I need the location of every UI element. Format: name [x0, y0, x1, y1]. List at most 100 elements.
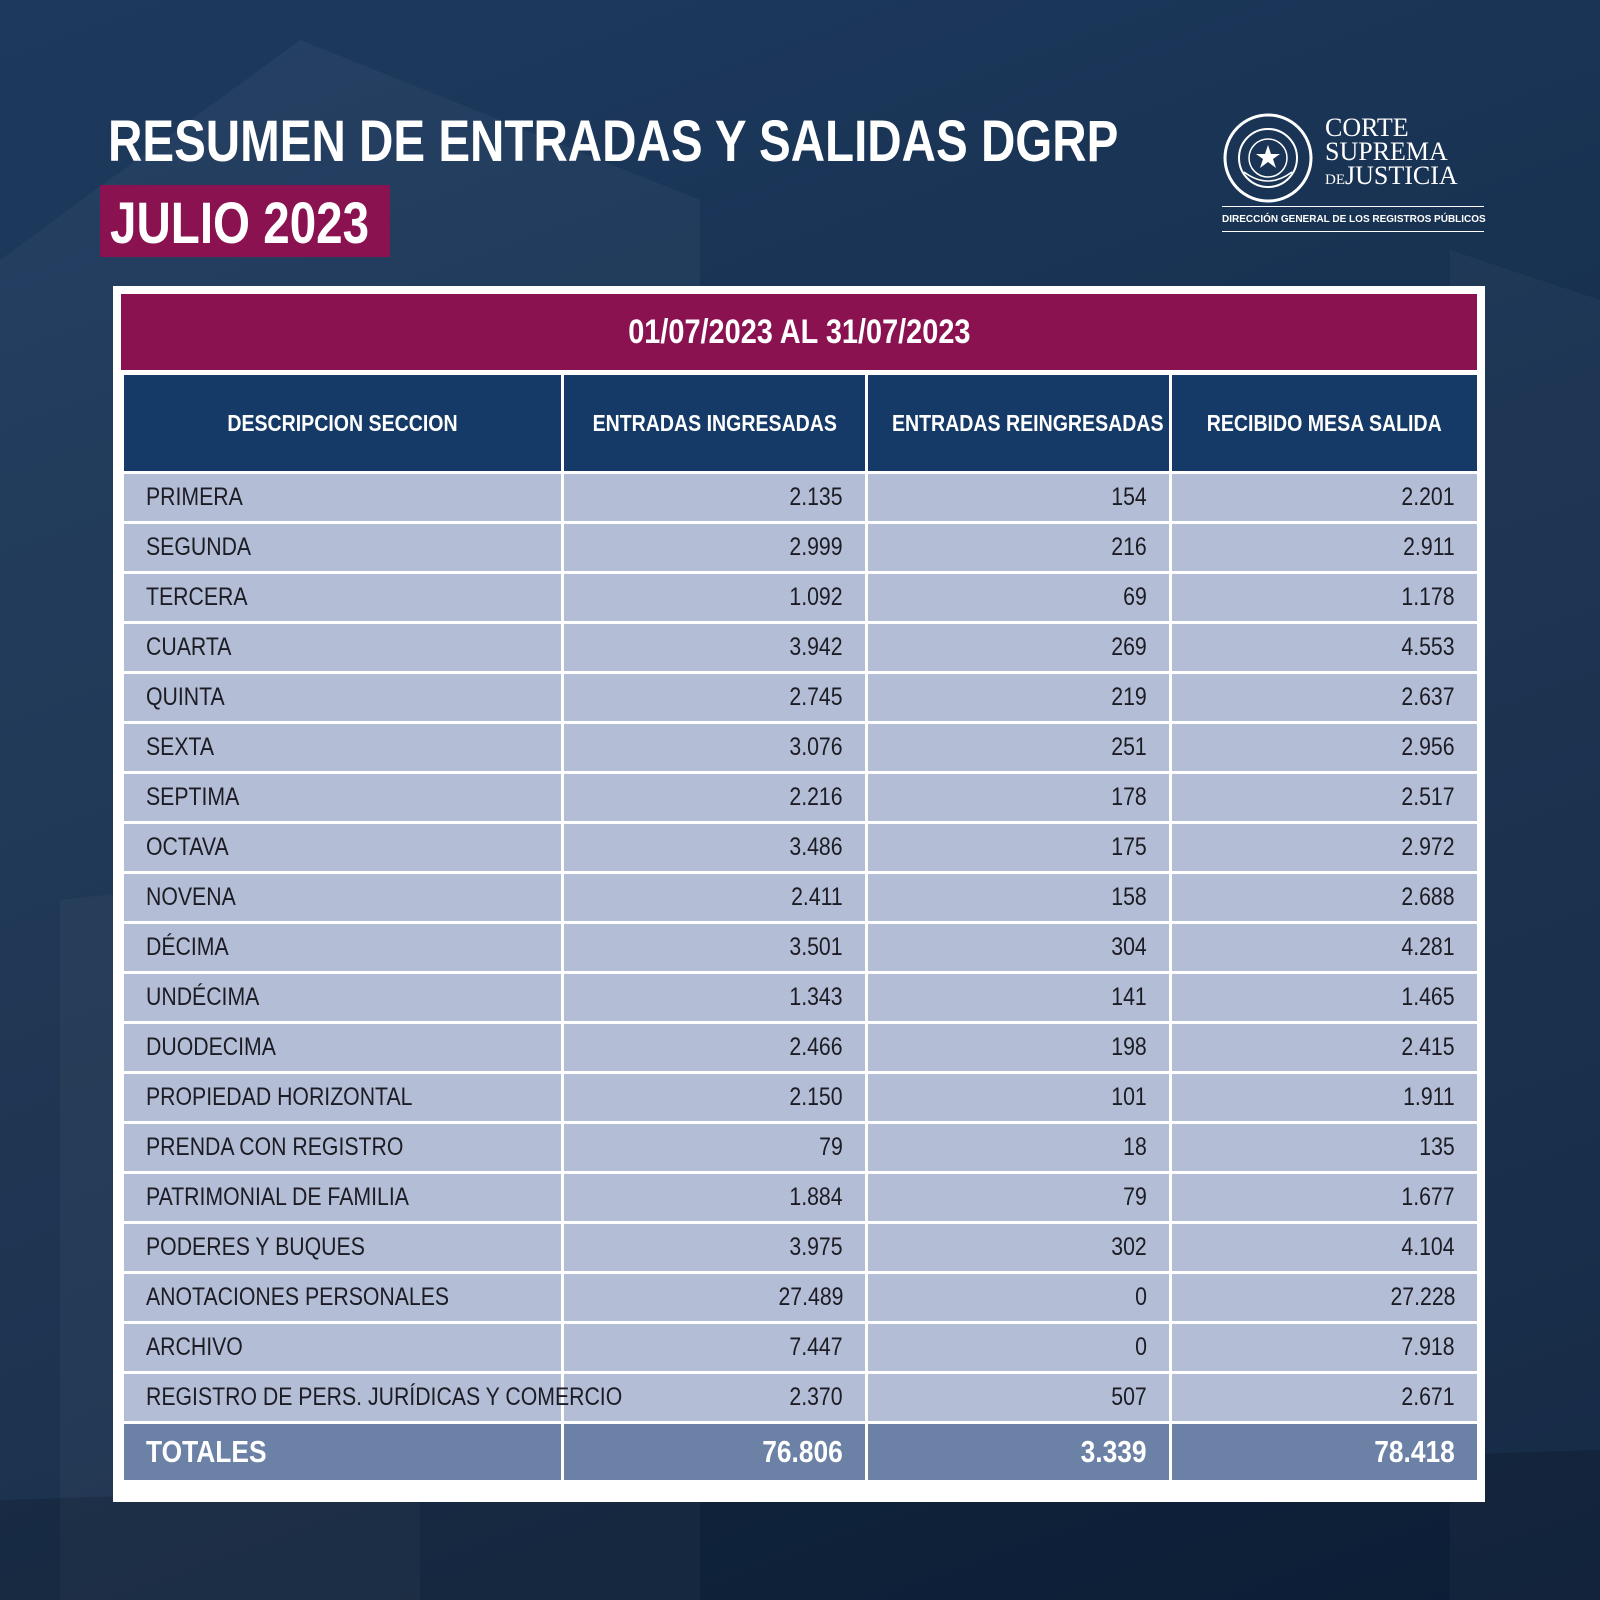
section-name-cell: ARCHIVO	[121, 1321, 564, 1374]
value-cell: 2.688	[1169, 871, 1480, 924]
value-cell: 1.343	[561, 971, 868, 1024]
section-name-cell: PATRIMONIAL DE FAMILIA	[121, 1171, 564, 1224]
value-cell: 2.999	[561, 521, 868, 574]
value-cell: 2.911	[1169, 521, 1480, 574]
value-cell: 178	[865, 771, 1172, 824]
period-banner: 01/07/2023 AL 31/07/2023	[121, 294, 1477, 370]
value-cell: 27.228	[1169, 1271, 1480, 1324]
value-cell: 79	[561, 1121, 868, 1174]
value-cell: 141	[865, 971, 1172, 1024]
table-row: DÉCIMA 3.501 304 4.281	[121, 921, 1480, 974]
section-name-cell: PRIMERA	[121, 471, 564, 524]
logo-line-1: CORTE	[1325, 113, 1409, 142]
table-row: SEGUNDA 2.999 216 2.911	[121, 521, 1480, 574]
value-cell: 251	[865, 721, 1172, 774]
value-cell: 7.447	[561, 1321, 868, 1374]
value-cell: 507	[865, 1371, 1172, 1424]
value-cell: 3.486	[561, 821, 868, 874]
table-row: TERCERA 1.092 69 1.178	[121, 571, 1480, 624]
logo-department: DIRECCIÓN GENERAL DE LOS REGISTROS PÚBLI…	[1222, 214, 1486, 225]
value-cell: 158	[865, 871, 1172, 924]
value-cell: 219	[865, 671, 1172, 724]
value-cell: 101	[865, 1071, 1172, 1124]
value-cell: 2.370	[561, 1371, 868, 1424]
period-text: 01/07/2023 AL 31/07/2023	[627, 312, 971, 351]
table-row: PODERES Y BUQUES 3.975 302 4.104	[121, 1221, 1480, 1274]
value-cell: 0	[865, 1321, 1172, 1374]
totals-cell: 78.418	[1169, 1421, 1480, 1483]
logo-divider-bottom	[1222, 231, 1484, 232]
table-row: UNDÉCIMA 1.343 141 1.465	[121, 971, 1480, 1024]
table-body: PRIMERA 2.135 154 2.201 SEGUNDA 2.999 216 2.911…	[121, 471, 1480, 1424]
value-cell: 2.637	[1169, 671, 1480, 724]
value-cell: 175	[865, 821, 1172, 874]
value-cell: 18	[865, 1121, 1172, 1174]
value-cell: 302	[865, 1221, 1172, 1274]
value-cell: 1.178	[1169, 571, 1480, 624]
section-name-cell: PROPIEDAD HORIZONTAL	[121, 1071, 564, 1124]
table-row: PRIMERA 2.135 154 2.201	[121, 471, 1480, 524]
table-row: PROPIEDAD HORIZONTAL 2.150 101 1.911	[121, 1071, 1480, 1124]
section-name-cell: SEPTIMA	[121, 771, 564, 824]
section-name-cell: REGISTRO DE PERS. JURÍDICAS Y COMERCIO	[121, 1371, 622, 1424]
table-row: DUODECIMA 2.466 198 2.415	[121, 1021, 1480, 1074]
value-cell: 2.972	[1169, 821, 1480, 874]
value-cell: 2.745	[561, 671, 868, 724]
logo-divider	[1222, 206, 1484, 207]
section-name-cell: UNDÉCIMA	[121, 971, 564, 1024]
value-cell: 69	[865, 571, 1172, 624]
value-cell: 1.092	[561, 571, 868, 624]
value-cell: 2.135	[561, 471, 868, 524]
section-name-cell: TERCERA	[121, 571, 564, 624]
section-name-cell: NOVENA	[121, 871, 564, 924]
table-row: ARCHIVO 7.447 0 7.918	[121, 1321, 1480, 1374]
section-name-cell: OCTAVA	[121, 821, 564, 874]
value-cell: 4.553	[1169, 621, 1480, 674]
page-subtitle: JULIO 2023	[110, 191, 370, 256]
value-cell: 2.415	[1169, 1021, 1480, 1074]
value-cell: 79	[865, 1171, 1172, 1224]
column-header: RECIBIDO MESA SALIDA	[1169, 372, 1480, 474]
table-row: NOVENA 2.411 158 2.688	[121, 871, 1480, 924]
value-cell: 0	[865, 1271, 1172, 1324]
section-name-cell: SEGUNDA	[121, 521, 564, 574]
page-title: RESUMEN DE ENTRADAS Y SALIDAS DGRP	[108, 109, 1119, 174]
table-row: OCTAVA 3.486 175 2.972	[121, 821, 1480, 874]
logo-line-3-word: JUSTICIA	[1345, 161, 1458, 190]
totals-cell: 3.339	[865, 1421, 1172, 1483]
value-cell: 2.466	[561, 1021, 868, 1074]
table-row: SEPTIMA 2.216 178 2.517	[121, 771, 1480, 824]
value-cell: 2.150	[561, 1071, 868, 1124]
section-name-cell: CUARTA	[121, 621, 564, 674]
value-cell: 1.911	[1169, 1071, 1480, 1124]
value-cell: 1.884	[561, 1171, 868, 1224]
column-header: DESCRIPCION SECCION	[121, 372, 564, 474]
value-cell: 3.975	[561, 1221, 868, 1274]
value-cell: 2.517	[1169, 771, 1480, 824]
value-cell: 2.201	[1169, 471, 1480, 524]
subtitle-highlight	[100, 185, 390, 257]
logo-line-2: SUPREMA	[1325, 137, 1448, 166]
section-name-cell: PODERES Y BUQUES	[121, 1221, 564, 1274]
value-cell: 198	[865, 1021, 1172, 1074]
value-cell: 216	[865, 521, 1172, 574]
table-row: SEXTA 3.076 251 2.956	[121, 721, 1480, 774]
table-row: PATRIMONIAL DE FAMILIA 1.884 79 1.677	[121, 1171, 1480, 1224]
table-row: CUARTA 3.942 269 4.553	[121, 621, 1480, 674]
value-cell: 3.076	[561, 721, 868, 774]
table-header-row: DESCRIPCION SECCION ENTRADAS INGRESADAS …	[121, 372, 1480, 474]
totals-cell: 76.806	[561, 1421, 868, 1483]
value-cell: 4.281	[1169, 921, 1480, 974]
section-name-cell: DUODECIMA	[121, 1021, 564, 1074]
value-cell: 3.501	[561, 921, 868, 974]
corte-suprema-logo: CORTE SUPREMA DEJUSTICIA DIRECCIÓN GENER…	[1222, 112, 1492, 234]
value-cell: 304	[865, 921, 1172, 974]
column-header: ENTRADAS REINGRESADAS	[865, 372, 1172, 474]
value-cell: 2.671	[1169, 1371, 1480, 1424]
value-cell: 1.677	[1169, 1171, 1480, 1224]
value-cell: 154	[865, 471, 1172, 524]
section-name-cell: PRENDA CON REGISTRO	[121, 1121, 564, 1174]
value-cell: 2.216	[561, 771, 868, 824]
section-name-cell: SEXTA	[121, 721, 564, 774]
table-row: PRENDA CON REGISTRO 79 18 135	[121, 1121, 1480, 1174]
